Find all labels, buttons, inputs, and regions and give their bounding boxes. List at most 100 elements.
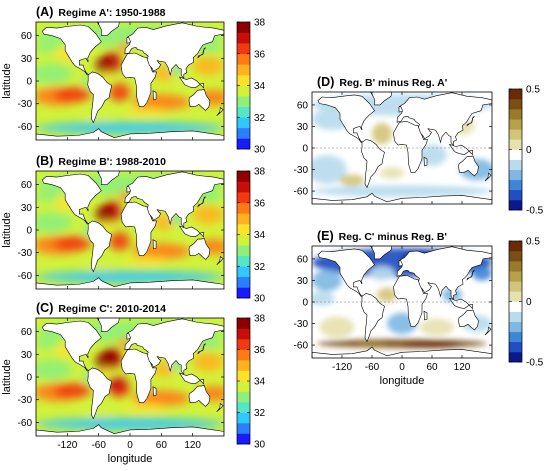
y-axis-label: latitude: [1, 359, 13, 394]
land-greenland: [370, 246, 393, 260]
colorbar-swatch: [237, 339, 250, 350]
y-tick-label: -60: [294, 187, 309, 198]
field-patch: [36, 358, 73, 381]
colorbar-swatch: [237, 391, 250, 403]
x-tick-label: 60: [156, 440, 168, 451]
land-indonesia: [178, 76, 204, 89]
colorbar-swatch: [509, 261, 522, 272]
land-australia: [188, 88, 211, 111]
land-madagascar: [152, 90, 157, 101]
x-axis-label: longitude: [380, 375, 425, 387]
field-patch: [419, 318, 455, 336]
land-japan: [466, 116, 475, 127]
land-southAmerica: [87, 71, 113, 124]
panel-title: (D) Reg. B' minus Reg. A': [317, 75, 447, 89]
land-madagascar: [152, 239, 157, 250]
colorbar-swatch: [509, 281, 522, 292]
colorbar-swatch: [509, 291, 522, 302]
y-tick-label: -60: [18, 122, 33, 133]
land-eurasia: [396, 246, 492, 301]
colorbar-swatch: [509, 119, 522, 130]
y-tick-label: 60: [297, 254, 309, 265]
colorbar-swatch: [509, 99, 522, 110]
field-patch: [192, 56, 224, 75]
colorbar-swatch: [237, 370, 250, 382]
land-northAmerica: [317, 248, 375, 297]
colorbar-swatch: [237, 32, 250, 44]
panel-a: 60 30 0 -30 -60 (A) Regime A': 1950-1988 latitu…: [1, 5, 266, 156]
colorbar-swatch: [237, 276, 250, 288]
colorbar-swatch: [237, 171, 250, 182]
colorbar-tick-label: -0.5: [526, 358, 544, 369]
field-patch: [36, 270, 224, 283]
colorbar-swatch: [237, 64, 250, 76]
y-tick-label: 60: [21, 31, 33, 42]
x-tick-label: 120: [184, 440, 201, 451]
colorbar-tick-label: 38: [254, 167, 266, 178]
y-tick-label: 30: [297, 276, 309, 287]
x-axis-label: longitude: [108, 453, 153, 465]
field-patch: [36, 189, 60, 203]
land-nz: [484, 172, 492, 182]
colorbar-swatch: [509, 351, 522, 363]
y-tick-label: 30: [21, 54, 33, 65]
colorbar-tick-label: 30: [254, 294, 266, 305]
colorbar-swatch: [509, 251, 522, 262]
field-patch: [379, 167, 405, 179]
colorbar-tick-label: 34: [254, 81, 266, 92]
colorbar-tick-label: 0.5: [526, 85, 540, 96]
field-patch: [319, 316, 355, 338]
field-patch: [369, 266, 395, 281]
colorbar-tick-label: 36: [254, 345, 266, 356]
field-patch: [83, 260, 115, 268]
field-patch: [101, 367, 112, 375]
panel-e: 60 30 0 -30 -60 -120 -60 0 60 120 (E) Reg. C' minus…: [294, 229, 544, 387]
panel-letter: (D): [317, 75, 334, 89]
y-tick-label: 0: [302, 298, 308, 309]
field-patch: [312, 185, 492, 197]
field-patch: [124, 107, 167, 116]
colorbar-swatch: [237, 381, 250, 392]
colorbar-swatch: [237, 127, 250, 139]
colorbar-tick-label: 32: [254, 113, 266, 124]
panel-b: 60 30 0 -30 -60 (B) Regime B': 1988-2010 latitu…: [1, 154, 266, 305]
colorbar-swatch: [237, 328, 250, 340]
land-antarctica: [36, 424, 224, 436]
land-uk: [126, 185, 131, 193]
land-antarctica: [312, 346, 492, 358]
colorbar-swatch: [237, 349, 250, 361]
map-field: [312, 92, 492, 204]
land-nz: [216, 402, 224, 413]
field-patch: [36, 40, 60, 54]
colorbar-tick-label: 34: [254, 230, 266, 241]
land-northAmerica: [41, 24, 102, 76]
colorbar-swatch: [237, 96, 250, 107]
field-patch: [339, 174, 365, 187]
panel-c: 60 30 0 -30 -60 -120 -60 0 60 120 (C) Regime C': 20…: [1, 301, 266, 465]
colorbar-swatch: [237, 53, 250, 65]
x-tick-label: -120: [57, 440, 77, 451]
field-patch: [106, 377, 128, 393]
colorbar-tick-label: 32: [254, 262, 266, 273]
field-patch: [377, 287, 397, 303]
y-tick-label: 60: [297, 100, 309, 111]
land-eurasia: [396, 92, 492, 147]
panel-letter: (C): [36, 301, 53, 315]
land-greenland: [370, 92, 393, 106]
colorbar-swatch: [509, 109, 522, 120]
land-japan: [197, 47, 206, 59]
panel-d: 60 30 0 -30 -60 (D) Reg. B' minus Reg. A' 0.5 0 -…: [294, 75, 544, 217]
colorbar-swatch: [237, 245, 250, 256]
y-tick-label: -30: [18, 248, 33, 259]
land-africa: [120, 348, 157, 404]
field-patch: [109, 83, 130, 102]
colorbar-swatch: [509, 129, 522, 140]
land-nz: [216, 255, 224, 266]
land-africa: [120, 52, 157, 107]
field-patch: [317, 339, 487, 348]
colorbar-swatch: [237, 74, 250, 86]
colorbar-swatch: [237, 234, 250, 246]
y-axis-label: latitude: [1, 63, 13, 98]
map-field: [312, 246, 492, 358]
field-patch: [54, 236, 91, 252]
